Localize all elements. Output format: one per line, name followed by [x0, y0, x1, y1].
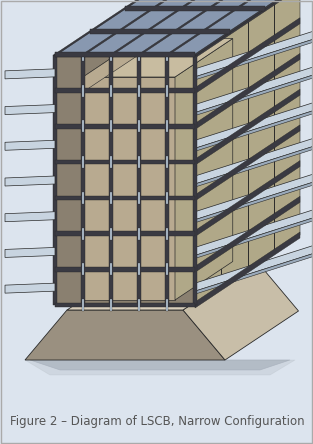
Polygon shape: [83, 39, 141, 92]
Polygon shape: [195, 161, 300, 237]
Polygon shape: [55, 88, 195, 93]
Polygon shape: [195, 43, 313, 115]
Polygon shape: [138, 263, 140, 275]
Text: Figure 2 – Diagram of LSCB, Narrow Configuration: Figure 2 – Diagram of LSCB, Narrow Confi…: [10, 415, 305, 428]
Polygon shape: [195, 0, 300, 305]
Polygon shape: [175, 39, 233, 300]
Polygon shape: [82, 85, 84, 97]
Polygon shape: [55, 55, 195, 305]
Polygon shape: [55, 53, 195, 57]
Polygon shape: [82, 120, 84, 132]
Polygon shape: [166, 156, 168, 168]
Polygon shape: [195, 53, 300, 130]
Polygon shape: [138, 49, 140, 61]
Polygon shape: [55, 160, 195, 164]
Polygon shape: [55, 52, 195, 58]
Polygon shape: [195, 150, 313, 223]
Polygon shape: [195, 186, 313, 258]
Polygon shape: [55, 303, 195, 307]
Polygon shape: [110, 49, 112, 61]
Polygon shape: [82, 156, 84, 168]
Polygon shape: [166, 120, 168, 132]
Polygon shape: [138, 120, 140, 132]
Polygon shape: [195, 70, 313, 148]
Polygon shape: [165, 55, 169, 305]
Polygon shape: [110, 85, 112, 97]
Polygon shape: [55, 0, 300, 55]
Polygon shape: [195, 232, 300, 308]
Polygon shape: [90, 29, 230, 34]
Polygon shape: [193, 55, 197, 305]
Polygon shape: [54, 0, 162, 55]
Polygon shape: [166, 49, 168, 61]
Polygon shape: [195, 106, 313, 184]
Polygon shape: [195, 35, 313, 113]
Polygon shape: [110, 0, 218, 55]
Polygon shape: [110, 299, 112, 311]
Polygon shape: [138, 156, 140, 168]
Polygon shape: [82, 49, 84, 61]
Polygon shape: [110, 263, 112, 275]
Polygon shape: [81, 0, 189, 55]
Polygon shape: [137, 55, 141, 305]
Polygon shape: [166, 85, 168, 97]
Polygon shape: [53, 55, 57, 305]
Polygon shape: [67, 261, 256, 310]
Polygon shape: [195, 0, 313, 77]
Polygon shape: [5, 212, 55, 222]
Polygon shape: [55, 196, 195, 200]
Polygon shape: [195, 78, 313, 151]
Polygon shape: [82, 192, 84, 204]
Polygon shape: [195, 0, 300, 58]
Polygon shape: [166, 228, 168, 240]
Polygon shape: [195, 213, 313, 291]
Polygon shape: [195, 125, 300, 201]
Polygon shape: [137, 0, 245, 55]
Polygon shape: [55, 231, 195, 236]
Polygon shape: [110, 192, 112, 204]
Polygon shape: [125, 6, 265, 11]
Polygon shape: [195, 114, 313, 187]
Polygon shape: [110, 228, 112, 240]
Polygon shape: [195, 89, 300, 165]
Polygon shape: [55, 267, 195, 272]
Polygon shape: [30, 360, 290, 370]
Polygon shape: [25, 360, 295, 375]
Polygon shape: [5, 69, 55, 79]
Polygon shape: [166, 263, 168, 275]
Polygon shape: [82, 263, 84, 275]
Polygon shape: [83, 77, 175, 300]
Polygon shape: [195, 142, 313, 220]
Polygon shape: [166, 299, 168, 311]
Polygon shape: [195, 178, 313, 255]
Polygon shape: [25, 310, 225, 360]
Polygon shape: [138, 192, 140, 204]
Polygon shape: [82, 228, 84, 240]
Polygon shape: [195, 221, 313, 294]
Polygon shape: [82, 299, 84, 311]
Polygon shape: [5, 105, 55, 115]
Polygon shape: [109, 55, 113, 305]
Polygon shape: [5, 283, 55, 293]
Polygon shape: [5, 247, 55, 258]
Polygon shape: [81, 55, 85, 305]
Polygon shape: [195, 196, 300, 272]
Polygon shape: [138, 228, 140, 240]
Polygon shape: [166, 192, 168, 204]
Polygon shape: [195, 18, 300, 94]
Polygon shape: [5, 176, 55, 186]
Polygon shape: [138, 299, 140, 311]
Polygon shape: [110, 156, 112, 168]
Polygon shape: [110, 120, 112, 132]
Polygon shape: [5, 140, 55, 150]
Polygon shape: [166, 0, 274, 55]
Polygon shape: [55, 124, 195, 129]
Polygon shape: [193, 0, 301, 55]
Polygon shape: [83, 39, 233, 77]
Polygon shape: [138, 85, 140, 97]
Polygon shape: [195, 7, 313, 80]
Polygon shape: [183, 261, 299, 360]
